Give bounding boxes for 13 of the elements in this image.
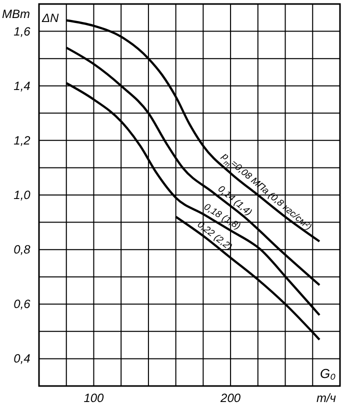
y-tick-label: 0,6 xyxy=(14,297,31,312)
y-tick-label: 1,4 xyxy=(14,78,31,93)
y-tick-label: 0,4 xyxy=(14,352,31,366)
x-axis-title: G₀ xyxy=(320,366,336,381)
y-tick-label: 1,6 xyxy=(14,24,31,38)
y-tick-label: 1,0 xyxy=(14,188,31,202)
text: т/ч xyxy=(316,391,336,405)
text: МВт xyxy=(2,7,30,21)
x-tick-label: 100 xyxy=(84,391,104,405)
x-tick-label: 200 xyxy=(220,391,241,405)
y-tick-label: 0,8 xyxy=(14,242,31,257)
y-axis-title: ΔN xyxy=(41,11,60,25)
y-tick-label: 1,2 xyxy=(14,133,31,148)
